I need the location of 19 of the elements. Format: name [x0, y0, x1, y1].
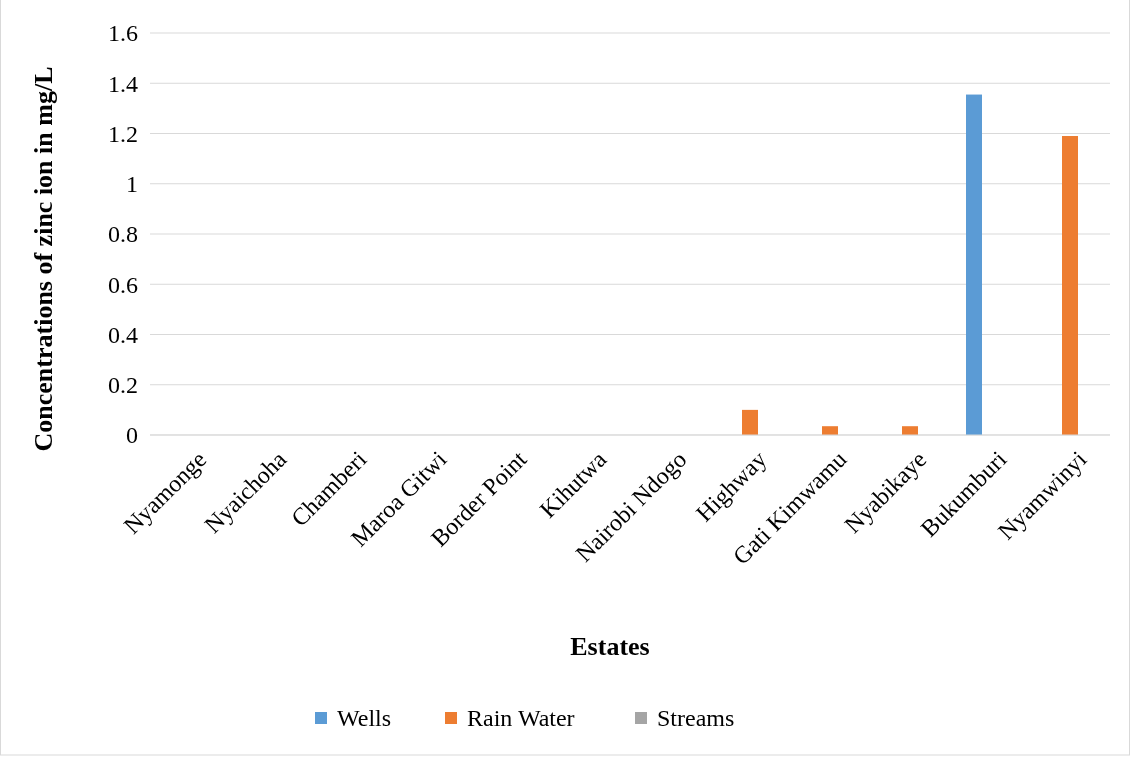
y-axis-title: Concentrations of zinc ion in mg/L [29, 66, 58, 452]
y-tick-label: 1.4 [108, 70, 138, 97]
bar [742, 409, 758, 435]
y-tick-label: 0.6 [108, 271, 138, 298]
y-tick-label: 1.2 [108, 120, 138, 147]
y-tick-label: 1.6 [108, 20, 138, 47]
bar [966, 94, 982, 435]
bar [1062, 136, 1078, 435]
y-tick-label: 0.4 [108, 321, 138, 348]
y-tick-label: 0.8 [108, 221, 138, 248]
bar [902, 426, 918, 435]
y-tick-label: 0.2 [108, 372, 138, 399]
legend-label: Rain Water [467, 705, 575, 732]
y-tick-label: 0 [126, 422, 138, 449]
x-axis-title: Estates [570, 632, 650, 661]
y-tick-label: 1 [126, 171, 138, 198]
legend-label: Streams [657, 705, 735, 732]
legend-label: Wells [337, 705, 392, 732]
bar [822, 426, 838, 435]
